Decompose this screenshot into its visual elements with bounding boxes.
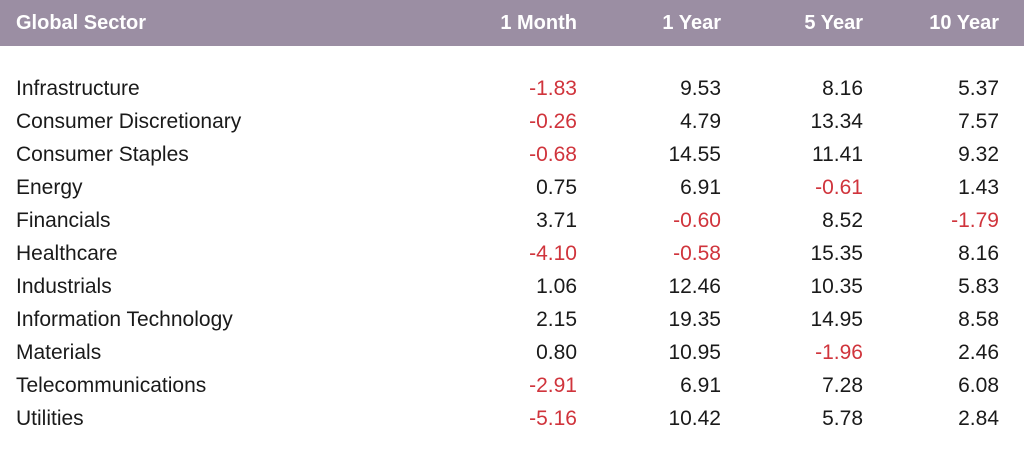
value-1-year: 9.53 xyxy=(680,77,721,100)
value-10-year: 2.84 xyxy=(958,407,999,430)
value-10-year: 1.43 xyxy=(958,176,999,199)
value-1-month: 0.80 xyxy=(536,341,577,364)
value-5-year: 13.34 xyxy=(810,110,863,133)
sector-name: Materials xyxy=(16,341,102,364)
value-5-year: -0.61 xyxy=(815,176,863,199)
value-5-year: -1.96 xyxy=(815,341,863,364)
sector-name: Consumer Discretionary xyxy=(16,110,242,133)
sector-name: Energy xyxy=(16,176,83,199)
table-row: Materials 0.80 10.95 -1.96 2.46 xyxy=(0,336,1024,369)
value-1-year: 10.95 xyxy=(668,341,721,364)
sector-name: Healthcare xyxy=(16,242,118,265)
value-10-year: 8.58 xyxy=(958,308,999,331)
sector-name: Infrastructure xyxy=(16,77,140,100)
sector-name: Industrials xyxy=(16,275,112,298)
value-5-year: 5.78 xyxy=(822,407,863,430)
value-1-month: 0.75 xyxy=(536,176,577,199)
value-5-year: 14.95 xyxy=(810,308,863,331)
value-1-month: -0.68 xyxy=(529,143,577,166)
sector-name: Telecommunications xyxy=(16,374,207,397)
value-5-year: 11.41 xyxy=(812,143,863,166)
header-1-month: 1 Month xyxy=(500,12,577,34)
table-row: Telecommunications -2.91 6.91 7.28 6.08 xyxy=(0,369,1024,402)
value-1-month: -0.26 xyxy=(529,110,577,133)
header-global-sector: Global Sector xyxy=(16,12,147,34)
value-1-year: -0.58 xyxy=(673,242,721,265)
value-1-year: 10.42 xyxy=(668,407,721,430)
value-1-month: -1.83 xyxy=(529,77,577,100)
table-row: Consumer Staples -0.68 14.55 11.41 9.32 xyxy=(0,138,1024,171)
value-1-year: 6.91 xyxy=(680,374,721,397)
table-row: Information Technology 2.15 19.35 14.95 8.58 xyxy=(0,303,1024,336)
value-10-year: 6.08 xyxy=(958,374,999,397)
value-10-year: 7.57 xyxy=(958,110,999,133)
value-1-month: 3.71 xyxy=(536,209,577,232)
value-10-year: 2.46 xyxy=(958,341,999,364)
sector-name: Financials xyxy=(16,209,111,232)
value-10-year: -1.79 xyxy=(951,209,999,232)
value-10-year: 8.16 xyxy=(958,242,999,265)
value-5-year: 15.35 xyxy=(810,242,863,265)
value-1-year: 19.35 xyxy=(668,308,721,331)
value-5-year: 10.35 xyxy=(810,275,863,298)
table-row: Energy 0.75 6.91 -0.61 1.43 xyxy=(0,171,1024,204)
table-header: Global Sector 1 Month 1 Year 5 Year 10 Y… xyxy=(0,0,1024,46)
value-1-month: -4.10 xyxy=(529,242,577,265)
table-row: Financials 3.71 -0.60 8.52 -1.79 xyxy=(0,204,1024,237)
value-5-year: 8.52 xyxy=(822,209,863,232)
sector-name: Utilities xyxy=(16,407,84,430)
table-row: Infrastructure -1.83 9.53 8.16 5.37 xyxy=(0,72,1024,105)
table-row: Consumer Discretionary -0.26 4.79 13.34 7.57 xyxy=(0,105,1024,138)
value-1-month: -2.91 xyxy=(529,374,577,397)
table-body: Infrastructure -1.83 9.53 8.16 5.37 Consumer … xyxy=(0,72,1024,435)
value-10-year: 5.83 xyxy=(958,275,999,298)
table-row: Healthcare -4.10 -0.58 15.35 8.16 xyxy=(0,237,1024,270)
value-1-month: 2.15 xyxy=(536,308,577,331)
value-1-year: -0.60 xyxy=(673,209,721,232)
value-1-year: 6.91 xyxy=(680,176,721,199)
header-5-year: 5 Year xyxy=(804,12,863,34)
value-5-year: 8.16 xyxy=(822,77,863,100)
value-1-year: 4.79 xyxy=(680,110,721,133)
value-1-year: 14.55 xyxy=(668,143,721,166)
sector-name: Consumer Staples xyxy=(16,143,189,166)
header-1-year: 1 Year xyxy=(662,12,721,34)
value-10-year: 9.32 xyxy=(958,143,999,166)
value-5-year: 7.28 xyxy=(822,374,863,397)
table-row: Industrials 1.06 12.46 10.35 5.83 xyxy=(0,270,1024,303)
value-1-month: 1.06 xyxy=(536,275,577,298)
header-10-year: 10 Year xyxy=(929,12,999,34)
table-row: Utilities -5.16 10.42 5.78 2.84 xyxy=(0,402,1024,435)
value-1-year: 12.46 xyxy=(668,275,721,298)
value-1-month: -5.16 xyxy=(529,407,577,430)
sector-name: Information Technology xyxy=(16,308,233,331)
value-10-year: 5.37 xyxy=(958,77,999,100)
